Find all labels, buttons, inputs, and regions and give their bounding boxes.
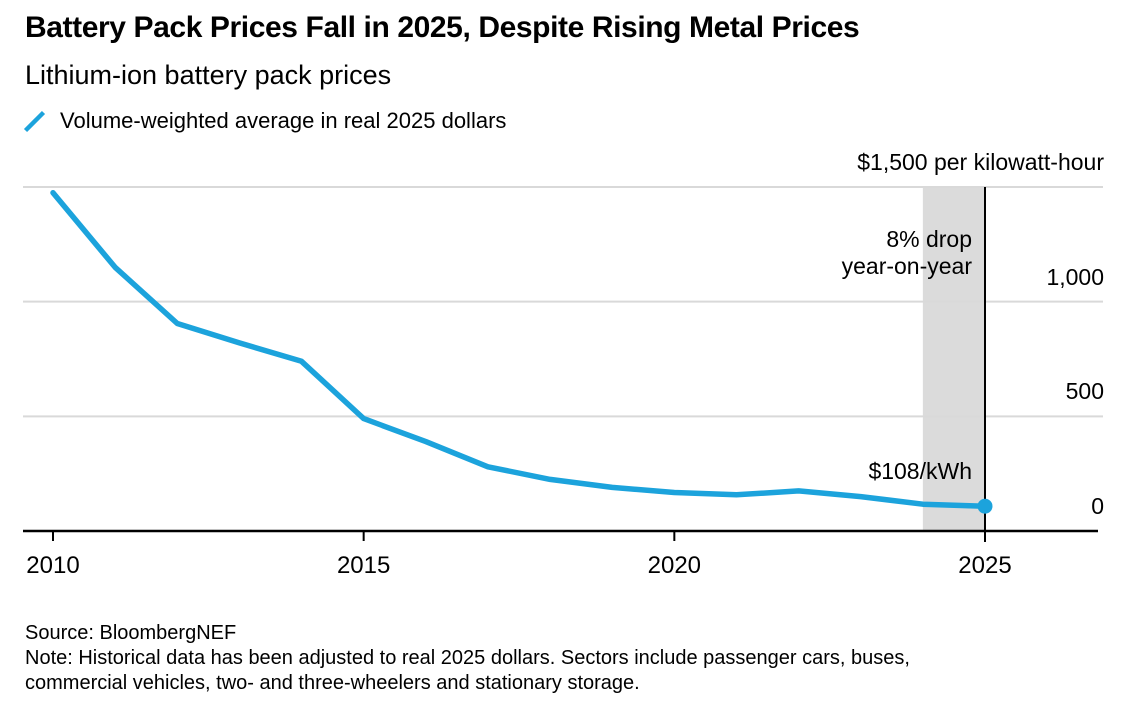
annotation-price: $108/kWh xyxy=(868,458,972,484)
endpoint-dot xyxy=(977,498,993,514)
legend-line-icon xyxy=(23,110,46,132)
x-axis-label-2010: 2010 xyxy=(26,552,80,579)
x-axis-label-2015: 2015 xyxy=(336,552,391,579)
price-line xyxy=(50,189,988,509)
y-axis-label-1000: 1,000 xyxy=(1046,263,1104,290)
y-axis-label-1500: $1,500 per kilowatt-hour xyxy=(857,149,1104,175)
line-chart xyxy=(23,186,1103,542)
annotation-drop-line2: year-on-year xyxy=(841,253,972,279)
annotation-drop: 8% drop year-on-year xyxy=(842,226,972,280)
source-text: Source: BloombergNEF xyxy=(25,622,237,644)
y-axis-label-0: 0 xyxy=(1091,493,1104,519)
y-axis-label-500: 500 xyxy=(1065,378,1104,405)
chart-subtitle: Lithium-ion battery pack prices xyxy=(25,60,392,90)
highlight-band xyxy=(922,187,985,531)
legend-label: Volume-weighted average in real 2025 dol… xyxy=(60,108,507,133)
note-text-line2: commercial vehicles, two- and three-whee… xyxy=(25,672,640,694)
legend: Volume-weighted average in real 2025 dol… xyxy=(22,108,506,134)
x-axis-label-2020: 2020 xyxy=(647,552,702,579)
footer: Source: BloombergNEF Note: Historical da… xyxy=(25,621,910,696)
annotation-drop-line1: 8% drop xyxy=(886,226,972,252)
x-axis-label-2025: 2025 xyxy=(958,552,1012,579)
note-text-line1: Note: Historical data has been adjusted … xyxy=(25,647,910,669)
chart-title: Battery Pack Prices Fall in 2025, Despit… xyxy=(25,11,860,44)
